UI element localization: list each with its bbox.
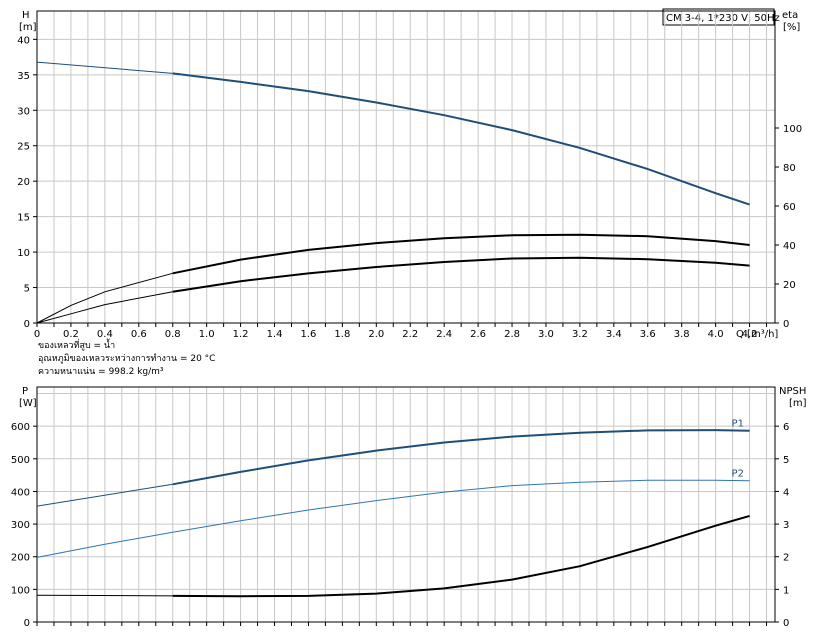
y-tick-label-left: 20 [17,177,30,188]
series-label: P2 [732,469,744,480]
x-tick-label: 1.6 [300,329,316,340]
y-tick-label-left: 25 [17,142,30,153]
series-line [172,72,750,206]
y-tick-label-right: 100 [783,124,802,135]
series-line [172,479,750,533]
x-tick-label: 3.4 [606,329,622,340]
x-tick-label: 4.2 [742,329,758,340]
y-tick-label-right: 4 [783,487,789,498]
top-x-axis-title: Q [m³/h] [736,329,778,340]
x-tick-label: 0.4 [97,329,113,340]
y-tick-label-right: 5 [783,455,789,466]
y-tick-label-left: 10 [17,248,30,259]
x-tick-label: 1.0 [199,329,215,340]
chart-title-box [662,8,775,26]
x-tick-label: 1.4 [267,329,283,340]
y-tick-label-right: 80 [783,163,796,174]
bottom-right-axis-unit: [m] [789,398,807,409]
y-tick-label-left: 35 [17,71,30,82]
series-line [172,514,750,598]
y-tick-label-right: 2 [783,553,789,564]
note-liquid: ของเหลวที่สูบ = น้ำ [38,338,115,351]
series-line [172,256,750,293]
y-tick-label-right: 60 [783,202,796,213]
y-tick-label-left: 15 [17,213,30,224]
bottom-right-axis-title: NPSH [779,386,806,397]
y-tick-label-right: 20 [783,280,796,291]
series-line-extrapolated [36,61,173,74]
y-tick-label-right: 3 [783,520,789,531]
y-tick-label-right: 40 [783,241,796,252]
y-tick-label-left: 5 [24,284,30,295]
y-tick-label-left: 0 [24,618,30,629]
x-tick-label: 3.2 [572,329,588,340]
y-tick-label-left: 200 [11,553,30,564]
y-tick-label-left: 0 [24,319,30,330]
y-tick-label-left: 300 [11,520,30,531]
top-left-axis-unit: [m] [19,22,37,33]
plot-frame [36,386,776,623]
series-line-extrapolated [36,483,173,507]
y-tick-label-left: 400 [11,487,30,498]
y-tick-label-left: 100 [11,585,30,596]
series-line-extrapolated [36,594,173,597]
x-tick-label: 3.0 [538,329,554,340]
x-tick-label: 2.8 [504,329,520,340]
series-line [172,429,750,486]
x-tick-label: 0.6 [131,329,147,340]
y-tick-label-right: 0 [783,319,789,330]
y-tick-label-right: 1 [783,585,789,596]
x-tick-label: 2.6 [470,329,486,340]
x-tick-label: 3.8 [674,329,690,340]
x-tick-label: 2.4 [436,329,452,340]
x-tick-label: 0.8 [165,329,181,340]
top-right-axis-unit: [%] [783,22,800,33]
x-tick-label: 0 [34,329,40,340]
note-density: ความหนาแน่น = 998.2 kg/m³ [38,367,164,377]
series-line-extrapolated [36,272,173,324]
chart-title: CM 3-4, 1*230 V, 50Hz [666,13,780,24]
bottom-left-axis-unit: [W] [19,398,37,409]
note-temperature: อุณหภูมิของเหลวระหว่างการทำงาน = 20 °C [38,353,215,364]
top-left-axis-title: H [22,10,30,21]
x-tick-label: 1.2 [233,329,249,340]
x-tick-label: 2.0 [368,329,384,340]
x-tick-label: 4.0 [708,329,724,340]
y-tick-label-right: 6 [783,422,789,433]
top-right-axis-title: eta [782,10,798,21]
y-tick-label-left: 30 [17,106,30,117]
series-label: P1 [732,419,744,430]
y-tick-label-right: 0 [783,618,789,629]
x-tick-label: 3.6 [640,329,656,340]
bottom-left-axis-title: P [22,386,28,397]
x-tick-label: 0.2 [63,329,79,340]
series-line [172,233,750,275]
x-tick-label: 1.8 [334,329,350,340]
series-line-extrapolated [36,531,173,558]
y-tick-label-left: 600 [11,422,30,433]
series-line-extrapolated [36,291,173,324]
x-tick-label: 2.2 [402,329,418,340]
y-tick-label-left: 40 [17,35,30,46]
y-tick-label-left: 500 [11,455,30,466]
